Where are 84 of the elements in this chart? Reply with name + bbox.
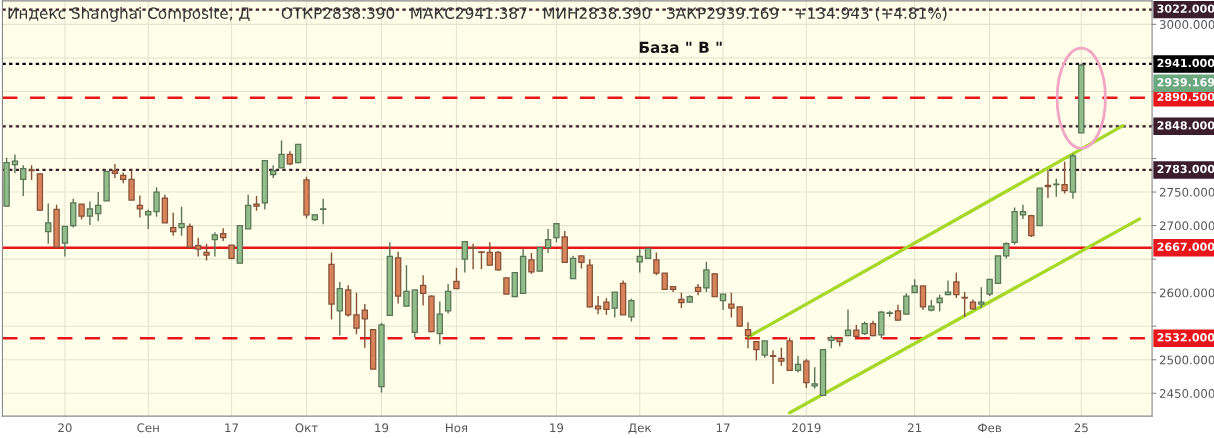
candlestick [95,191,102,222]
candlestick [919,285,927,311]
candlestick [436,300,444,346]
candlestick [769,349,777,385]
x-tick-label: Окт [295,423,318,433]
x-tick-label: 2019 [792,423,821,433]
x-tick-label: Сен [137,423,159,433]
candlestick [186,222,194,248]
candlestick [536,247,543,272]
x-tick-label: Дек [628,423,652,434]
x-tick-label: 25 [1074,423,1088,433]
ref-line-label: 2667.000 [1157,242,1214,251]
x-tick-label: 19 [550,423,564,433]
candlestick [361,303,369,349]
candlestick [961,291,968,318]
candlestick [1019,204,1027,220]
candlestick [744,321,752,350]
candlestick [628,298,635,323]
candlestick [244,194,252,230]
candlestick [145,208,152,230]
candlestick [353,291,360,335]
text: 2939.169 [1157,78,1214,87]
candlestick [953,271,960,299]
ref-line-label: 2941.000 [1157,58,1214,68]
annotation: База " В " [639,41,722,54]
candlestick [553,222,560,244]
x-tick-label: 17 [716,423,730,433]
candlestick [1053,177,1060,198]
x-tick-label: Фев [978,423,1002,433]
ref-line-label: 3022.000 [1157,4,1214,13]
candlestick [944,279,952,297]
candlestick [128,169,135,201]
candlestick [61,225,69,258]
chart-title: Индекс Shanghai Composite, Д [8,7,250,22]
candlestick [178,206,185,237]
candlestick [194,236,202,258]
x-tick-label: Ноя [446,423,468,433]
candlestick [461,240,468,274]
y-tick-label: 2500.000 [1159,355,1214,365]
candlestick [111,163,119,179]
candlestick [20,164,27,197]
candlestick [903,292,910,315]
candlestick [336,281,344,337]
chart-subtitle: ОТКР2838.390 МАКС2941.387 МИН2838.390 ЗАКР2939.169 +134.943 (+4.81%) [281,7,947,21]
candlestick [494,250,502,272]
candlestick [70,198,77,229]
candlestick [594,295,602,315]
x-tick-label: 20 [58,423,72,433]
candlestick [711,272,718,298]
candlestick [753,340,760,362]
candlestick [419,274,427,307]
candlestick [544,228,552,254]
y-tick-label: 2450.000 [1159,389,1214,398]
ref-line-label: 2532.000 [1157,333,1214,342]
candlestick [811,366,818,390]
candlestick [611,291,618,319]
y-tick-label: 3000.000 [1159,20,1214,30]
candlestick [453,267,460,290]
candlestick [703,261,710,293]
candlestick [319,198,327,225]
ref-line-label: 2783.000 [1157,164,1214,174]
candlestick [803,358,810,389]
candlestick [469,243,477,270]
x-tick-label: 17 [225,423,239,433]
candlestick [444,283,452,315]
candlestick [403,264,410,308]
candlestick [153,186,160,218]
y-tick-label: 2700.000 [1159,221,1214,231]
y-tick-label: 2750.000 [1159,187,1214,197]
x-tick-label: 21 [908,423,922,433]
candlestick [486,241,493,267]
candlestick [528,252,535,275]
candlestick [978,286,985,309]
candlestick [45,202,52,245]
candlestick [278,139,285,169]
candlestick [1061,161,1068,195]
ref-line-label: 2890.500 [1157,92,1214,102]
ref-line-label: 2848.000 [1157,121,1214,130]
y-tick-label: 2600.000 [1159,288,1214,298]
candlestick [211,231,219,258]
candlestick [170,212,177,237]
candlestick [86,200,94,226]
candlestick [569,255,577,280]
x-tick-label: 19 [375,423,389,433]
